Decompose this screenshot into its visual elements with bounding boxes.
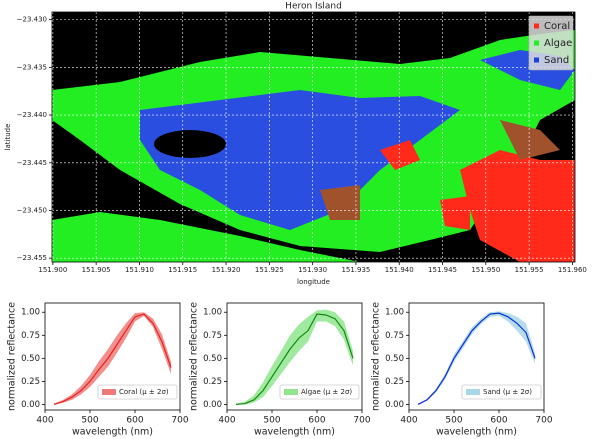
band — [236, 309, 353, 405]
x-axis-label: wavelength (nm) — [436, 427, 517, 438]
x-tick-label: 400 — [218, 416, 235, 426]
x-tick-label: 151.940 — [385, 266, 414, 274]
y-tick-label: −23.435 — [17, 63, 47, 71]
legend-marker — [534, 23, 539, 29]
x-tick-label: 151.960 — [558, 266, 587, 274]
chart-title: Heron Island — [285, 2, 342, 12]
x-tick-label: 151.905 — [82, 266, 111, 274]
y-tick-label: 0.50 — [385, 354, 404, 364]
legend-box — [528, 15, 574, 71]
y-tick-label: 0.00 — [203, 400, 222, 410]
legend-label: Coral — [544, 21, 570, 32]
map-image — [52, 12, 575, 262]
band — [54, 312, 171, 405]
x-tick-label: 151.955 — [515, 266, 544, 274]
y-tick-label: 1.00 — [203, 308, 222, 318]
y-tick-label: 0.50 — [21, 354, 40, 364]
line — [235, 313, 354, 406]
x-tick-label: 500 — [445, 416, 462, 426]
x-tick-label: 151.935 — [341, 266, 370, 274]
y-tick-label: −23.445 — [17, 159, 47, 167]
x-tick-label: 151.915 — [168, 266, 197, 274]
x-tick-label: 600 — [126, 416, 143, 426]
y-tick-label: −23.440 — [17, 111, 47, 119]
legend-swatch — [102, 389, 116, 395]
y-tick-label: −23.450 — [17, 206, 47, 214]
x-tick-label: 151.925 — [255, 266, 284, 274]
legend-box — [461, 384, 542, 400]
x-tick-label: 151.900 — [38, 266, 67, 274]
y-tick-label: −23.430 — [17, 16, 47, 24]
y-axis-label: latitude — [4, 124, 12, 151]
x-tick-label: 400 — [400, 416, 417, 426]
x-axis-label: wavelength (nm) — [254, 427, 335, 438]
x-tick-label: 700 — [353, 416, 370, 426]
y-tick-label: 0.25 — [203, 377, 222, 387]
y-tick-label: 0.75 — [203, 331, 222, 341]
legend-label: Sand — [544, 55, 569, 66]
legend-box — [97, 384, 178, 400]
y-tick-label: 1.00 — [385, 308, 404, 318]
axes-frame — [44, 302, 181, 411]
legend-swatch — [284, 389, 298, 395]
x-tick-label: 600 — [308, 416, 325, 426]
legend-label: Algae — [544, 38, 572, 49]
x-tick-label: 151.950 — [471, 266, 500, 274]
x-tick-label: 700 — [535, 416, 552, 426]
y-axis-label: normalized reflectance — [189, 302, 200, 411]
x-tick-label: 500 — [81, 416, 98, 426]
y-tick-label: −23.455 — [17, 254, 47, 262]
x-tick-label: 151.945 — [428, 266, 457, 274]
x-tick-label: 400 — [36, 416, 53, 426]
x-tick-label: 151.930 — [298, 266, 327, 274]
axes-frame — [226, 302, 363, 411]
y-tick-label: 0.00 — [21, 400, 40, 410]
legend-box — [279, 384, 360, 400]
y-tick-label: 0.25 — [21, 377, 40, 387]
x-tick-label: 151.920 — [212, 266, 241, 274]
legend-swatch — [466, 389, 480, 395]
y-tick-label: 0.00 — [385, 400, 404, 410]
y-axis-label: normalized reflectance — [371, 302, 382, 411]
legend-marker — [534, 40, 539, 46]
axes-frame — [408, 302, 545, 411]
x-tick-label: 600 — [490, 416, 507, 426]
legend-label: Coral (μ ± 2σ) — [119, 388, 169, 396]
x-axis-label: wavelength (nm) — [72, 427, 153, 438]
line — [53, 313, 172, 406]
y-tick-label: 0.75 — [385, 331, 404, 341]
legend-label: Sand (μ ± 2σ) — [483, 388, 532, 396]
x-tick-label: 500 — [263, 416, 280, 426]
y-tick-label: 1.00 — [21, 308, 40, 318]
y-tick-label: 0.75 — [21, 331, 40, 341]
x-axis-label: longitude — [297, 278, 330, 286]
y-axis-label: normalized reflectance — [7, 302, 18, 411]
x-tick-label: 700 — [171, 416, 188, 426]
line — [417, 312, 536, 405]
legend-label: Algae (μ ± 2σ) — [301, 388, 352, 396]
y-tick-label: 0.50 — [203, 354, 222, 364]
y-tick-label: 0.25 — [385, 377, 404, 387]
x-tick-label: 151.910 — [125, 266, 154, 274]
axes-frame — [51, 11, 576, 263]
legend-marker — [534, 57, 539, 63]
